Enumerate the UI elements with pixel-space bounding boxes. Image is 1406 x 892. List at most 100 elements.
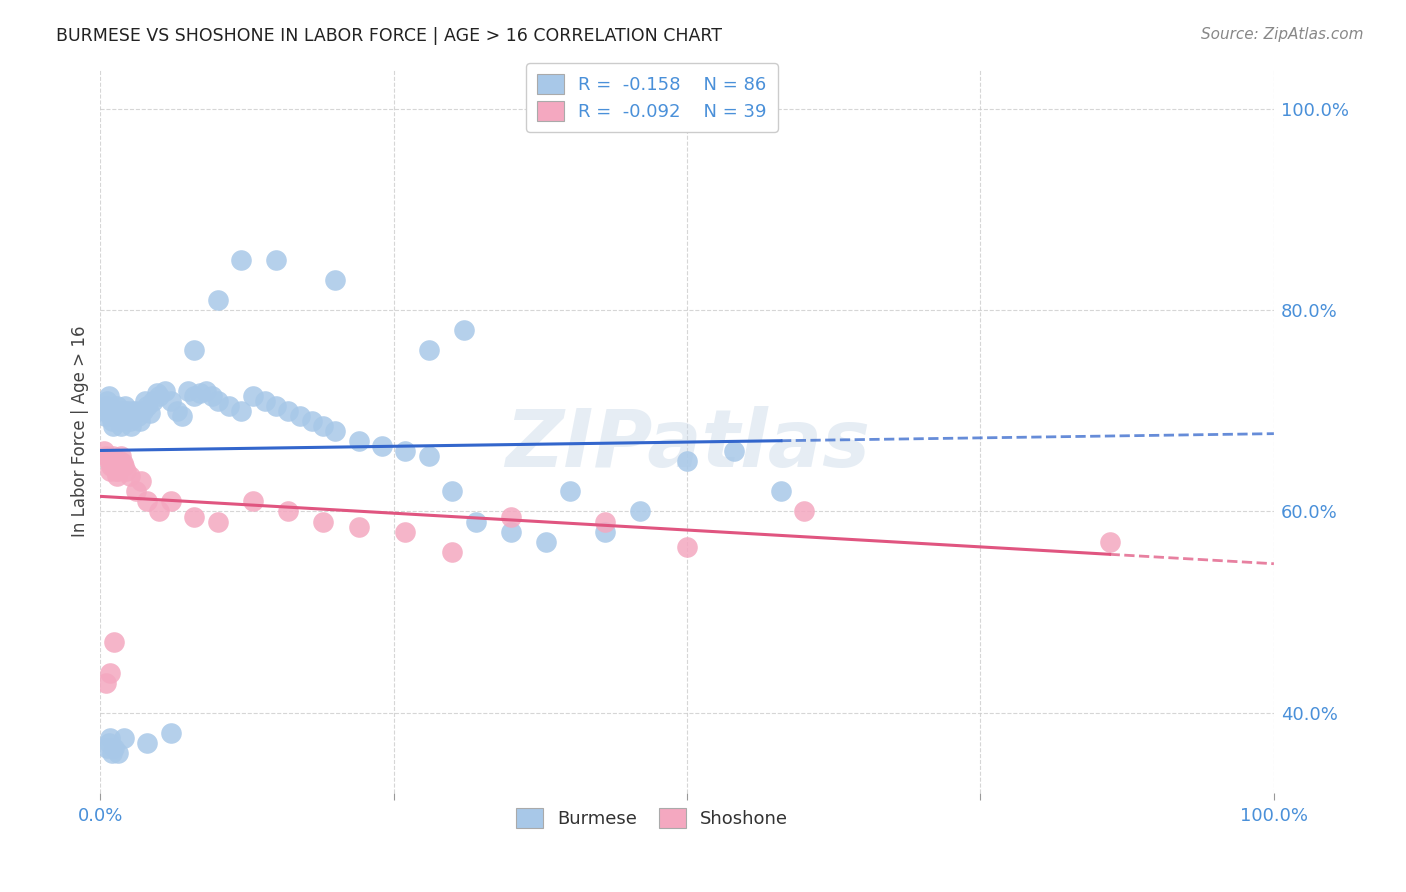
Point [371, 439, 394, 453]
Point [124, 484, 146, 499]
Point [453, 323, 475, 337]
Point [101, 746, 124, 760]
Point [111, 409, 134, 423]
Point [100, 459, 122, 474]
Point [418, 343, 440, 358]
Point [593, 515, 616, 529]
Point [112, 404, 135, 418]
Point [1098, 534, 1121, 549]
Point [120, 418, 142, 433]
Point [110, 449, 132, 463]
Point [218, 399, 240, 413]
Point [159, 726, 181, 740]
Point [277, 404, 299, 418]
Text: Source: ZipAtlas.com: Source: ZipAtlas.com [1201, 27, 1364, 42]
Point [148, 389, 170, 403]
Point [98, 731, 121, 745]
Point [347, 434, 370, 448]
Point [107, 464, 129, 478]
Point [441, 484, 464, 499]
Point [177, 384, 200, 398]
Y-axis label: In Labor Force | Age > 16: In Labor Force | Age > 16 [72, 326, 89, 537]
Point [207, 515, 229, 529]
Point [96, 741, 118, 756]
Point [114, 399, 136, 413]
Legend: Burmese, Shoshone: Burmese, Shoshone [509, 801, 796, 835]
Point [159, 393, 181, 408]
Point [93, 444, 115, 458]
Text: BURMESE VS SHOSHONE IN LABOR FORCE | AGE > 16 CORRELATION CHART: BURMESE VS SHOSHONE IN LABOR FORCE | AGE… [56, 27, 723, 45]
Point [394, 524, 416, 539]
Point [100, 409, 122, 423]
Point [104, 409, 127, 423]
Point [107, 746, 129, 760]
Point [394, 444, 416, 458]
Point [501, 509, 523, 524]
Point [108, 459, 131, 474]
Point [136, 494, 159, 508]
Point [110, 418, 132, 433]
Point [347, 519, 370, 533]
Point [136, 399, 159, 413]
Point [96, 399, 118, 413]
Point [536, 534, 558, 549]
Point [98, 464, 121, 478]
Point [104, 464, 127, 478]
Point [103, 635, 125, 649]
Point [723, 444, 745, 458]
Point [253, 393, 276, 408]
Point [277, 504, 299, 518]
Point [103, 418, 125, 433]
Point [231, 252, 253, 267]
Point [103, 741, 125, 756]
Point [172, 409, 194, 423]
Point [145, 385, 167, 400]
Point [101, 414, 124, 428]
Point [110, 414, 132, 428]
Point [103, 459, 125, 474]
Point [96, 449, 118, 463]
Point [117, 404, 139, 418]
Point [441, 545, 464, 559]
Point [323, 424, 346, 438]
Point [110, 454, 132, 468]
Point [121, 404, 143, 418]
Point [124, 404, 146, 418]
Point [266, 252, 288, 267]
Point [111, 456, 134, 470]
Point [93, 404, 115, 418]
Point [136, 736, 159, 750]
Point [134, 393, 156, 408]
Point [97, 736, 120, 750]
Point [122, 409, 145, 423]
Point [103, 404, 125, 418]
Point [107, 404, 129, 418]
Point [628, 504, 651, 518]
Point [769, 484, 792, 499]
Point [98, 404, 121, 418]
Point [148, 504, 170, 518]
Point [793, 504, 815, 518]
Point [153, 384, 176, 398]
Point [183, 509, 205, 524]
Point [105, 469, 128, 483]
Point [97, 389, 120, 403]
Point [96, 675, 118, 690]
Point [129, 414, 152, 428]
Point [118, 469, 141, 483]
Point [98, 665, 121, 680]
Point [97, 454, 120, 468]
Point [96, 393, 118, 408]
Point [142, 393, 165, 408]
Point [418, 449, 440, 463]
Point [207, 393, 229, 408]
Point [288, 409, 311, 423]
Point [94, 409, 117, 423]
Point [501, 524, 523, 539]
Point [242, 389, 264, 403]
Point [201, 389, 224, 403]
Point [112, 731, 135, 745]
Point [118, 414, 141, 428]
Point [207, 293, 229, 307]
Point [108, 409, 131, 423]
